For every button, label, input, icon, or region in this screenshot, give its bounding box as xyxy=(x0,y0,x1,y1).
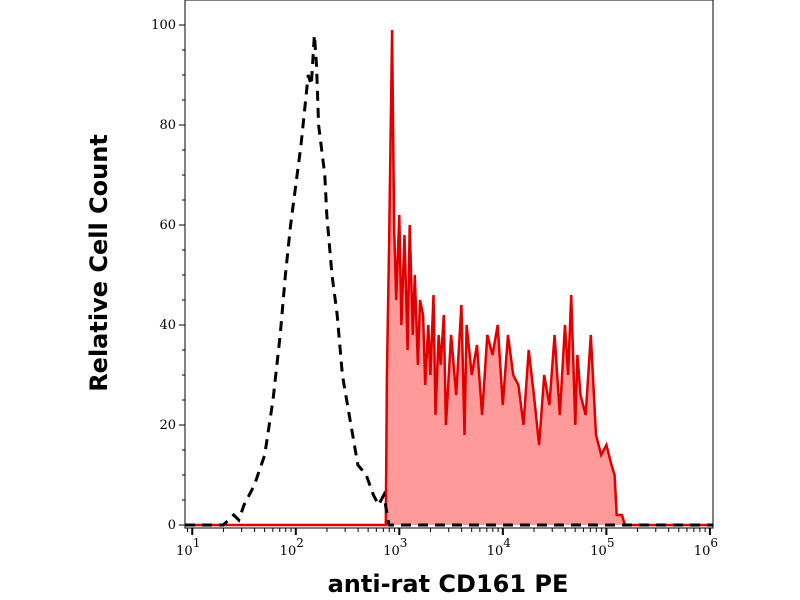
y-tick-label: 20 xyxy=(159,418,176,433)
x-tick-label: 106 xyxy=(694,536,718,559)
y-tick-label: 0 xyxy=(168,518,176,533)
x-tick-label: 102 xyxy=(280,536,304,559)
x-tick-label: 104 xyxy=(487,536,512,559)
x-axis-label: anti-rat CD161 PE xyxy=(328,570,569,598)
x-tick-label: 103 xyxy=(383,536,407,559)
isotype-series-line xyxy=(185,34,713,527)
y-axis-label: Relative Cell Count xyxy=(85,134,113,392)
y-tick-label: 100 xyxy=(151,18,176,33)
x-tick-label: 101 xyxy=(176,536,200,559)
x-tick-label: 105 xyxy=(590,536,614,559)
y-tick-label: 40 xyxy=(159,318,176,333)
cd161-series-line xyxy=(185,29,713,527)
y-tick-label: 80 xyxy=(159,118,176,133)
cd161-series-fill xyxy=(185,30,713,525)
y-tick-label: 60 xyxy=(159,218,176,233)
